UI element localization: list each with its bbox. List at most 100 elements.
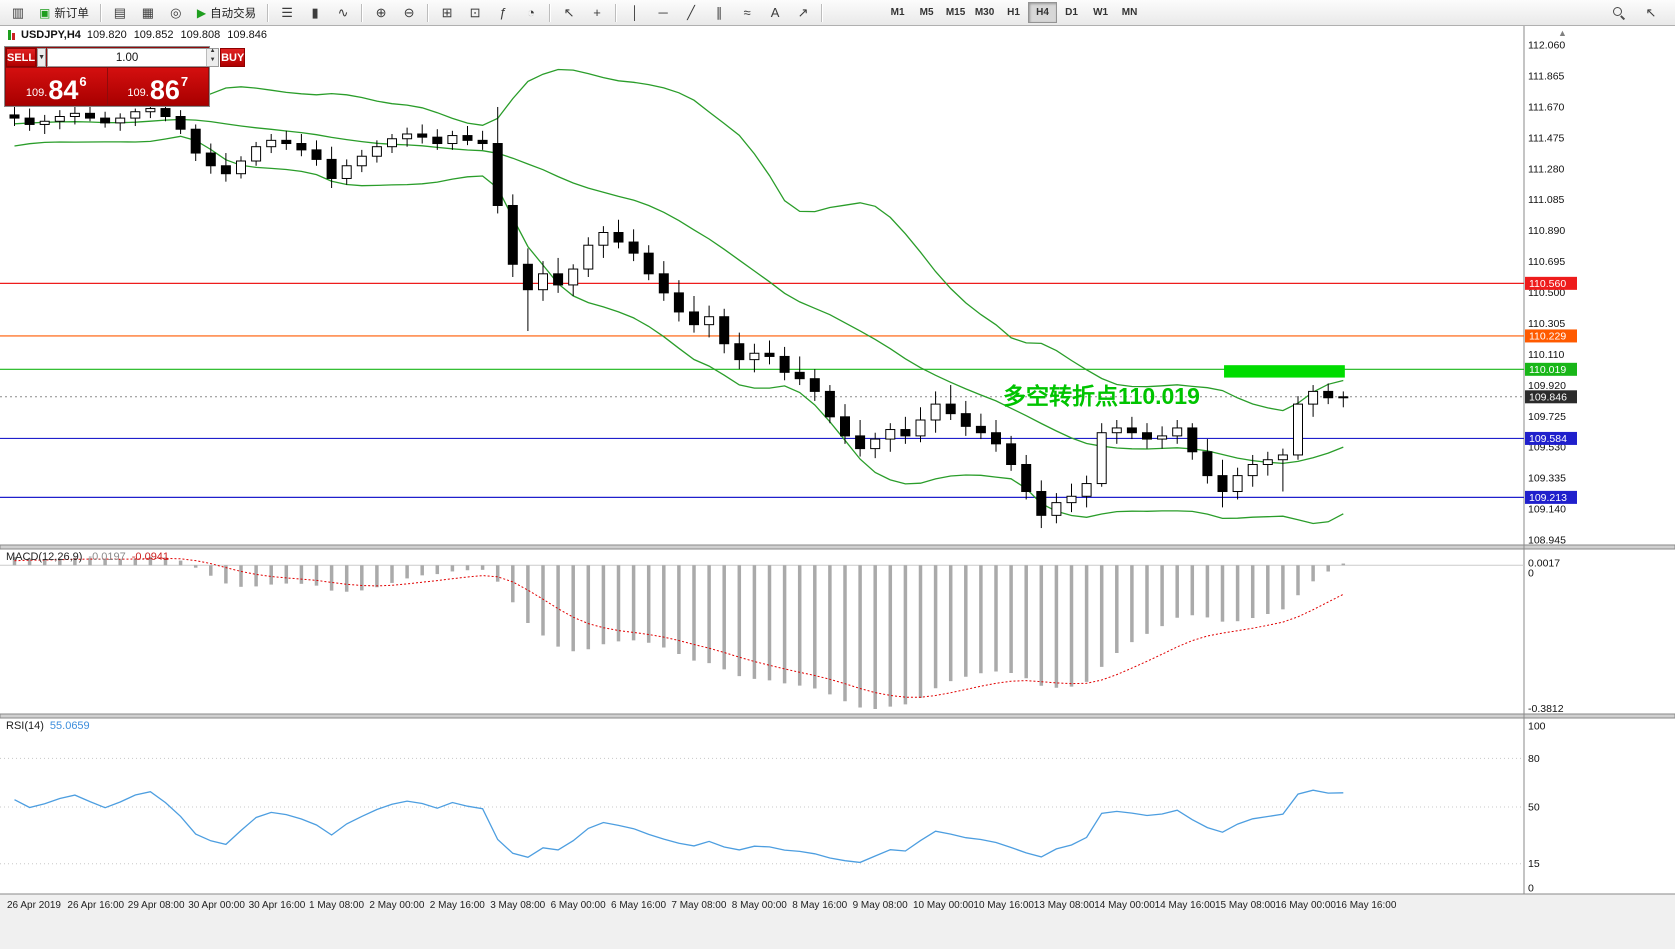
text-tool-icon[interactable]: A	[770, 5, 780, 20]
scroll-up-icon[interactable]: ▲	[1558, 28, 1567, 38]
zoom-in-icon[interactable]: ⊕	[375, 4, 387, 20]
profiles-icon[interactable]: ▤	[113, 4, 126, 20]
ohlc-values: 109.820 109.852 109.808 109.846	[87, 29, 267, 41]
timeframe-m1-button[interactable]: M1	[890, 7, 905, 18]
cursor-icon[interactable]: ↖	[563, 4, 575, 20]
rsi-axis: 100 80 50 15 0	[1528, 721, 1546, 895]
svg-text:26 Apr 16:00: 26 Apr 16:00	[67, 900, 124, 911]
search-icon[interactable]	[1605, 2, 1633, 24]
candlestick-series[interactable]	[9, 102, 1349, 529]
horizontal-line-tool-icon[interactable]: ─	[658, 5, 668, 20]
toolbar-separator	[427, 3, 430, 22]
bar-chart-icon[interactable]: ☰	[281, 4, 293, 20]
svg-text:14 May 16:00: 14 May 16:00	[1155, 900, 1216, 911]
crosshair-icon[interactable]: +	[593, 5, 601, 20]
toolbar-separator	[549, 3, 552, 22]
pointer-icon[interactable]: ↖	[1645, 4, 1657, 20]
sell-price-display[interactable]: 109. 84 6	[6, 68, 107, 105]
volume-down-icon[interactable]: ▼	[207, 57, 219, 66]
toolbar-separator	[615, 3, 618, 22]
toolbar-separator	[361, 3, 364, 22]
tile-windows-icon[interactable]: ⊡	[469, 4, 481, 20]
volume-input[interactable]	[48, 49, 207, 66]
one-click-trading-panel: SELL ▼ ▲ ▼ BUY 109.846 109.867	[4, 46, 246, 107]
svg-text:30 Apr 00:00: 30 Apr 00:00	[188, 900, 245, 911]
trendline-tool-icon[interactable]: ╱	[687, 4, 695, 20]
volume-dropdown-button[interactable]: ▼	[37, 48, 47, 67]
panel-splitter-rsi[interactable]	[0, 713, 1675, 719]
time-axis[interactable]: 26 Apr 2019 26 Apr 16:00 29 Apr 08:00 30 Ap…	[7, 900, 1397, 911]
timeframe-m5-button[interactable]: M5	[919, 7, 934, 18]
one-click-controls: SELL ▼ ▲ ▼ BUY	[6, 48, 246, 67]
refresh-icon[interactable]: ◎	[170, 4, 182, 20]
svg-text:110.229: 110.229	[1529, 331, 1566, 343]
rsi-value: 55.0659	[49, 720, 90, 732]
volume-box: ▲ ▼	[47, 48, 220, 67]
macd-title: MACD(12,26,9)	[6, 551, 83, 563]
timeframe-m15-button[interactable]: M15	[945, 7, 966, 18]
time-axis-strip	[0, 894, 1675, 949]
timeframe-m30-button[interactable]: M30	[974, 7, 995, 18]
channel-tool-icon[interactable]: ∥	[715, 4, 723, 20]
timeframe-d1-button[interactable]: D1	[1065, 7, 1078, 18]
timeframe-h4-button[interactable]: H4	[1028, 2, 1058, 23]
price-axis[interactable]: 112.060 111.865 111.670 111.475 111.280 111.0…	[1528, 40, 1566, 547]
fibonacci-tool-icon[interactable]: ≈	[743, 5, 751, 20]
timeframe-w1-button[interactable]: W1	[1093, 7, 1109, 18]
app-chart-icon[interactable]: ▥	[11, 4, 25, 20]
svg-text:109.584: 109.584	[1529, 433, 1567, 445]
svg-text:8 May 16:00: 8 May 16:00	[792, 900, 847, 911]
volume-up-icon[interactable]: ▲	[207, 48, 219, 58]
svg-text:8 May 00:00: 8 May 00:00	[732, 900, 787, 911]
low-value: 109.808	[180, 29, 221, 41]
svg-text:3 May 08:00: 3 May 08:00	[490, 900, 545, 911]
timeframe-h1-button[interactable]: H1	[1007, 7, 1020, 18]
annotation-text[interactable]: 多空转折点110.019	[1003, 383, 1200, 409]
support-zone-rect[interactable]	[1224, 365, 1345, 378]
svg-text:0: 0	[1528, 567, 1534, 579]
new-order-button[interactable]: ▣ 新订单	[32, 3, 96, 23]
rsi-title: RSI(14)	[6, 720, 44, 732]
symbol-icon	[8, 30, 15, 40]
line-chart-icon[interactable]: ∿	[337, 4, 349, 20]
svg-text:29 Apr 08:00: 29 Apr 08:00	[128, 900, 185, 911]
svg-text:111.280: 111.280	[1528, 163, 1565, 175]
svg-text:110.500: 110.500	[1528, 287, 1565, 299]
ask-prefix: 109.	[127, 87, 149, 99]
svg-text:80: 80	[1528, 753, 1540, 765]
vertical-line-tool-icon[interactable]: │	[631, 5, 640, 20]
charts-icon[interactable]: ▦	[141, 4, 154, 20]
svg-text:0: 0	[1528, 883, 1534, 895]
svg-text:7 May 08:00: 7 May 08:00	[671, 900, 726, 911]
svg-text:16 May 00:00: 16 May 00:00	[1275, 900, 1336, 911]
bid-main: 84	[48, 75, 79, 106]
svg-text:110.695: 110.695	[1528, 256, 1565, 268]
buy-price-display[interactable]: 109. 86 7	[107, 68, 208, 105]
candlestick-chart-icon[interactable]: ▮	[311, 4, 319, 20]
indicators-icon[interactable]: ƒ	[499, 5, 507, 20]
new-order-label: 新订单	[54, 7, 89, 20]
horizontal-level-lines[interactable]	[0, 282, 1524, 498]
arrow-tool-icon[interactable]: ↗	[797, 4, 809, 20]
bollinger-bands	[14, 68, 1344, 525]
svg-text:6 May 16:00: 6 May 16:00	[611, 900, 666, 911]
period-clock-icon[interactable]: ◔	[527, 5, 535, 20]
magnifier-glyph	[1613, 6, 1625, 19]
buy-button[interactable]: BUY	[220, 48, 246, 67]
sell-button[interactable]: SELL	[6, 48, 37, 67]
grid-icon[interactable]: ⊞	[441, 4, 453, 20]
svg-text:110.019: 110.019	[1529, 364, 1566, 376]
auto-trading-button[interactable]: ▶ 自动交易	[190, 3, 263, 23]
toolbar-separator	[821, 3, 824, 22]
volume-spinner: ▲ ▼	[206, 48, 219, 66]
rsi-label: RSI(14) 55.0659	[6, 720, 90, 732]
panel-splitter-macd[interactable]	[0, 544, 1675, 550]
toolbar-separator	[99, 3, 102, 22]
svg-text:110.890: 110.890	[1528, 225, 1565, 237]
open-value: 109.820	[86, 29, 127, 41]
zoom-out-icon[interactable]: ⊖	[403, 4, 415, 20]
svg-text:15 May 08:00: 15 May 08:00	[1215, 900, 1276, 911]
timeframe-mn-button[interactable]: MN	[1121, 7, 1138, 18]
